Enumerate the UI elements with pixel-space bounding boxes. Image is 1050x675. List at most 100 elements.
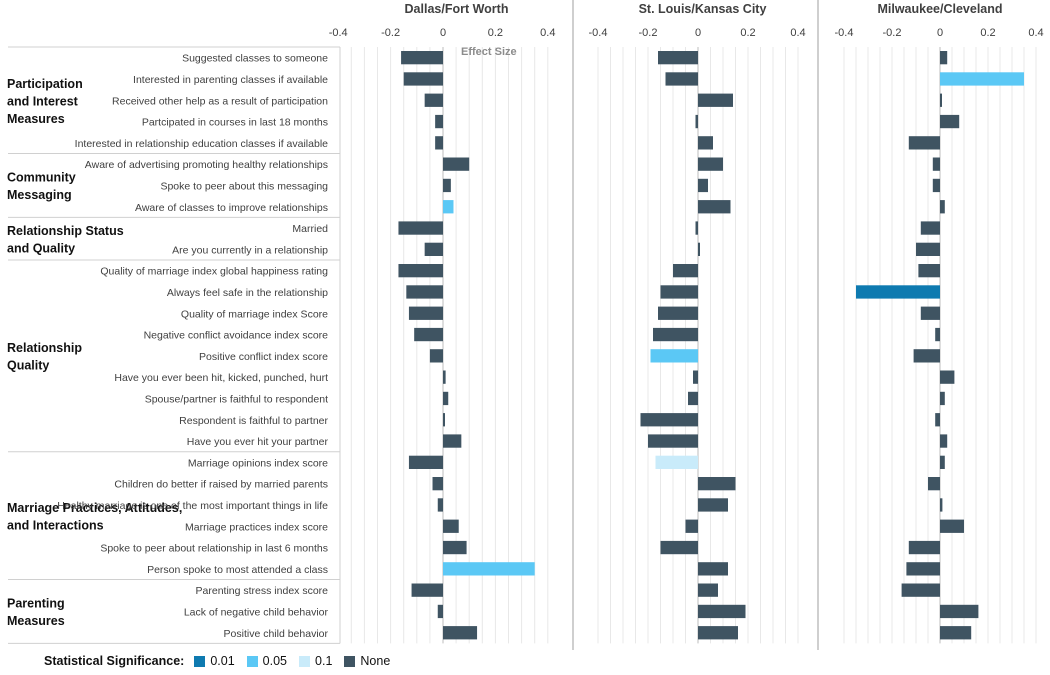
bar-dallas-fort-worth-2 — [403, 72, 443, 86]
bar-dallas-fort-worth-21 — [432, 477, 443, 491]
bar-milwaukee-cleveland-27 — [940, 604, 979, 619]
bar-milwaukee-cleveland-9 — [920, 221, 940, 235]
tick-label: -0.4 — [835, 27, 854, 39]
row-label-negative-conflict-avoidance-index-score: Negative conflict avoidance index score — [144, 330, 329, 342]
bar-dallas-fort-worth-23 — [443, 519, 459, 533]
row-label-respondent-is-faithful-to-partner: Respondent is faithful to partner — [179, 415, 328, 427]
bar-milwaukee-cleveland-12 — [856, 285, 940, 299]
row-label-spouse-partner-is-faithful-to-respondent: Spouse/partner is faithful to respondent — [145, 393, 328, 405]
bar-st-louis-kansas-city-13 — [658, 306, 698, 320]
bar-milwaukee-cleveland-26 — [901, 583, 940, 597]
row-label-lack-of-negative-child-behavior: Lack of negative child behavior — [184, 606, 329, 618]
tick-label: 0.2 — [488, 27, 503, 39]
tick-label: 0 — [695, 27, 701, 39]
legend-item-none: None — [344, 654, 390, 668]
bar-st-louis-kansas-city-19 — [648, 434, 698, 448]
bar-milwaukee-cleveland-18 — [935, 413, 940, 427]
legend-title: Statistical Significance: — [44, 654, 185, 668]
legend-label-005: 0.05 — [262, 654, 288, 668]
bar-milwaukee-cleveland-11 — [918, 264, 940, 278]
row-label-received-other-help-as-a-result-of-participation: Received other help as a result of parti… — [112, 95, 328, 107]
group-label-community-messaging: Community Messaging — [7, 171, 76, 203]
group-label-line: Relationship — [7, 341, 82, 355]
group-label-line: Parenting — [7, 597, 65, 611]
row-label-marriage-opinions-index-score: Marriage opinions index score — [188, 457, 328, 469]
bar-milwaukee-cleveland-13 — [920, 306, 940, 320]
legend-item-005: 0.05 — [246, 654, 288, 668]
bar-dallas-fort-worth-7 — [443, 178, 451, 193]
bar-dallas-fort-worth-6 — [443, 157, 470, 171]
bar-st-louis-kansas-city-21 — [698, 477, 736, 491]
bar-milwaukee-cleveland-22 — [940, 498, 943, 512]
bar-st-louis-kansas-city-11 — [673, 264, 698, 278]
legend-label-none: None — [360, 654, 391, 668]
bar-dallas-fort-worth-11 — [398, 264, 443, 278]
bar-milwaukee-cleveland-17 — [940, 391, 945, 406]
row-label-positive-conflict-index-score: Positive conflict index score — [199, 351, 328, 363]
bar-milwaukee-cleveland-10 — [916, 242, 940, 256]
tick-label: 0 — [937, 27, 943, 39]
bar-st-louis-kansas-city-22 — [698, 498, 728, 512]
group-label-line: and Interactions — [7, 518, 104, 532]
bar-milwaukee-cleveland-25 — [906, 562, 940, 576]
bar-dallas-fort-worth-12 — [406, 285, 443, 299]
bar-dallas-fort-worth-17 — [443, 391, 449, 406]
bar-milwaukee-cleveland-23 — [940, 519, 964, 533]
bar-dallas-fort-worth-1 — [401, 51, 443, 65]
tick-label: -0.4 — [589, 27, 608, 39]
legend-swatch-001 — [194, 655, 206, 667]
group-label-line: Relationship Status — [7, 224, 124, 238]
group-label-relationship-quality: Relationship Quality — [7, 341, 82, 373]
bar-milwaukee-cleveland-3 — [940, 93, 942, 107]
group-label-line: Community — [7, 171, 76, 185]
bar-st-louis-kansas-city-3 — [698, 93, 733, 107]
bar-milwaukee-cleveland-28 — [940, 626, 972, 640]
bar-st-louis-kansas-city-1 — [658, 51, 698, 65]
bar-st-louis-kansas-city-2 — [665, 72, 698, 86]
bar-st-louis-kansas-city-28 — [698, 626, 738, 640]
legend-label-01: 0.1 — [315, 654, 333, 668]
row-label-partcipated-in-courses-in-last-18-months: Partcipated in courses in last 18 months — [142, 117, 328, 129]
bar-milwaukee-cleveland-15 — [913, 349, 940, 363]
bar-st-louis-kansas-city-4 — [695, 114, 698, 129]
group-label-line: and Quality — [7, 241, 75, 255]
row-label-marriage-practices-index-score: Marriage practices index score — [185, 521, 328, 533]
group-label-relationship-status-and-quality: Relationship Status and Quality — [7, 224, 124, 256]
tick-label: 0.4 — [540, 27, 555, 39]
row-label-always-feel-safe-in-the-relationship: Always feel safe in the relationship — [167, 287, 328, 299]
row-label-spoke-to-peer-about-this-messaging: Spoke to peer about this messaging — [160, 180, 328, 192]
tick-label: 0 — [440, 27, 446, 39]
bar-milwaukee-cleveland-2 — [940, 72, 1024, 86]
row-label-married: Married — [292, 223, 328, 235]
panel-title-dallas-fort-worth: Dallas/Fort Worth — [405, 2, 509, 16]
panel-title-st-louis-kansas-city: St. Louis/Kansas City — [639, 2, 767, 16]
legend: Statistical Significance: 0.01 0.05 0.1 … — [44, 652, 402, 670]
bar-milwaukee-cleveland-8 — [940, 200, 945, 214]
bar-dallas-fort-worth-15 — [429, 349, 443, 363]
group-label-line: Measures — [7, 614, 65, 628]
tick-label: -0.2 — [883, 27, 902, 39]
bar-milwaukee-cleveland-24 — [908, 540, 940, 555]
row-label-healthy-marriage-is-one-of-the-most-important-things-in-life: Healthy marriage is one of the most impo… — [57, 500, 328, 512]
bar-dallas-fort-worth-22 — [437, 498, 443, 512]
bar-st-louis-kansas-city-10 — [698, 242, 700, 256]
bar-st-louis-kansas-city-15 — [650, 349, 698, 363]
row-label-person-spoke-to-most-attended-a-class: Person spoke to most attended a class — [147, 564, 328, 576]
bar-dallas-fort-worth-26 — [411, 583, 443, 597]
tick-label: 0.2 — [980, 27, 995, 39]
bar-dallas-fort-worth-19 — [443, 434, 462, 448]
bar-st-louis-kansas-city-17 — [688, 391, 698, 406]
bar-st-louis-kansas-city-24 — [660, 540, 698, 555]
tick-label: -0.4 — [329, 27, 348, 39]
bar-dallas-fort-worth-5 — [435, 136, 443, 150]
row-label-suggested-classes-to-someone: Suggested classes to someone — [182, 53, 328, 65]
bar-dallas-fort-worth-14 — [414, 327, 443, 342]
legend-swatch-01 — [299, 655, 311, 667]
bar-milwaukee-cleveland-21 — [928, 477, 940, 491]
row-label-are-you-currently-in-a-relationship: Are you currently in a relationship — [172, 244, 328, 256]
row-label-aware-of-advertising-promoting-healthy-relationships: Aware of advertising promoting healthy r… — [85, 159, 328, 171]
group-label-line: Participation — [7, 77, 83, 91]
group-label-line: and Interest — [7, 94, 79, 108]
bar-dallas-fort-worth-4 — [435, 114, 443, 129]
